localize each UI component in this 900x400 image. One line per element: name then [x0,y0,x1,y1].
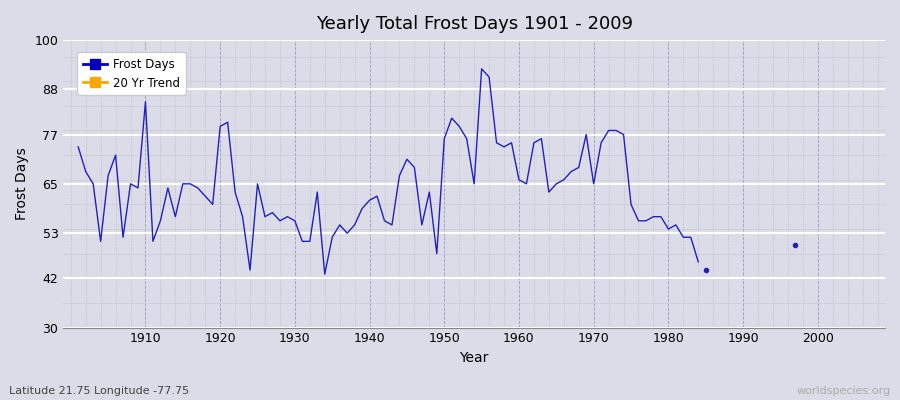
Y-axis label: Frost Days: Frost Days [15,148,29,220]
Text: worldspecies.org: worldspecies.org [796,386,891,396]
Title: Yearly Total Frost Days 1901 - 2009: Yearly Total Frost Days 1901 - 2009 [316,15,633,33]
Legend: Frost Days, 20 Yr Trend: Frost Days, 20 Yr Trend [77,52,185,96]
X-axis label: Year: Year [460,351,489,365]
Text: Latitude 21.75 Longitude -77.75: Latitude 21.75 Longitude -77.75 [9,386,189,396]
